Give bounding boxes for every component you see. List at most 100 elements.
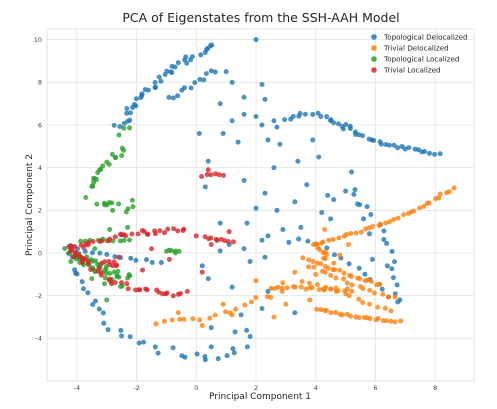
point-topological-delocalized [351, 191, 357, 197]
y-tick-label: 8 [38, 79, 42, 87]
point-topological-delocalized [194, 351, 200, 357]
point-trivial-delocalized [153, 321, 159, 327]
legend-marker-topological-delocalized [371, 34, 377, 40]
chart-title: PCA of Eigenstates from the SSH-AAH Mode… [122, 10, 399, 25]
point-topological-delocalized [202, 184, 208, 190]
point-trivial-localized [220, 172, 226, 178]
point-trivial-delocalized [322, 227, 328, 233]
legend-marker-trivial-delocalized [371, 45, 377, 51]
x-tick-label: -2 [133, 384, 139, 392]
point-topological-delocalized [241, 246, 247, 252]
point-topological-delocalized [217, 101, 223, 107]
point-trivial-delocalized [371, 290, 377, 296]
point-topological-delocalized [217, 220, 223, 226]
point-topological-delocalized [265, 137, 271, 143]
legend-label-trivial-delocalized: Trivial Delocalized [383, 44, 449, 53]
point-topological-delocalized [389, 266, 395, 272]
point-topological-delocalized [85, 290, 91, 296]
plot-area: -4 -2 0 2 4 6 8 -4 -2 0 2 4 6 8 10 [34, 28, 475, 392]
point-trivial-delocalized [330, 236, 336, 242]
point-topological-delocalized [262, 96, 268, 102]
point-topological-delocalized [203, 71, 209, 77]
point-topological-delocalized [175, 93, 181, 99]
point-trivial-delocalized [337, 252, 343, 258]
point-topological-delocalized [127, 110, 133, 116]
point-trivial-delocalized [346, 241, 352, 247]
point-topological-delocalized [112, 254, 118, 260]
point-topological-delocalized [217, 248, 223, 254]
point-trivial-localized [208, 241, 214, 247]
point-trivial-localized [216, 172, 222, 178]
point-trivial-localized [214, 238, 220, 244]
point-topological-delocalized [111, 122, 117, 128]
point-topological-delocalized [253, 205, 259, 211]
point-topological-delocalized [128, 255, 134, 261]
point-trivial-delocalized [326, 237, 332, 243]
point-trivial-delocalized [253, 278, 259, 284]
point-topological-delocalized [136, 340, 142, 346]
point-topological-localized [176, 248, 182, 254]
point-topological-delocalized [244, 344, 250, 350]
point-trivial-delocalized [328, 286, 334, 292]
point-topological-delocalized [74, 271, 80, 277]
point-trivial-localized [116, 254, 122, 260]
point-trivial-delocalized [190, 316, 196, 322]
point-topological-delocalized [247, 333, 253, 339]
point-trivial-delocalized [341, 270, 347, 276]
point-topological-delocalized [131, 102, 137, 108]
point-topological-delocalized [184, 60, 190, 66]
point-trivial-localized [180, 228, 186, 234]
point-trivial-delocalized [292, 284, 298, 290]
y-tick-label: -2 [36, 292, 42, 300]
point-topological-delocalized [286, 239, 292, 245]
point-trivial-delocalized [248, 299, 254, 305]
point-topological-localized [116, 201, 122, 207]
point-topological-delocalized [325, 192, 331, 198]
point-topological-delocalized [152, 84, 158, 90]
point-topological-delocalized [155, 350, 161, 356]
legend-label-topological-localized: Topological Localized [383, 55, 460, 64]
point-topological-delocalized [119, 333, 125, 339]
point-trivial-delocalized [388, 308, 394, 314]
point-topological-delocalized [395, 145, 401, 151]
point-topological-delocalized [356, 265, 362, 271]
point-topological-delocalized [316, 154, 322, 160]
point-topological-localized [125, 206, 131, 212]
point-topological-delocalized [101, 320, 107, 326]
point-trivial-localized [71, 254, 77, 260]
point-topological-delocalized [355, 201, 361, 207]
point-trivial-delocalized [360, 300, 366, 306]
point-topological-delocalized [230, 346, 236, 352]
point-topological-localized [78, 238, 84, 244]
point-topological-delocalized [105, 327, 111, 333]
point-topological-delocalized [352, 187, 358, 193]
point-trivial-delocalized [366, 225, 372, 231]
point-topological-delocalized [231, 350, 237, 356]
point-trivial-localized [113, 263, 119, 269]
point-trivial-delocalized [320, 239, 326, 245]
point-topological-delocalized [96, 306, 102, 312]
y-tick-label: 0 [38, 249, 42, 257]
point-trivial-localized [85, 261, 91, 267]
point-topological-delocalized [292, 199, 298, 205]
point-topological-delocalized [235, 139, 241, 145]
point-topological-localized [130, 204, 136, 210]
point-trivial-delocalized [314, 282, 320, 288]
point-topological-delocalized [224, 353, 230, 359]
point-trivial-localized [165, 226, 171, 232]
point-topological-localized [121, 237, 127, 243]
point-topological-delocalized [432, 151, 438, 157]
point-trivial-delocalized [307, 297, 313, 303]
point-trivial-localized [208, 172, 214, 178]
point-topological-delocalized [368, 212, 374, 218]
point-topological-delocalized [390, 275, 396, 281]
point-trivial-delocalized [316, 286, 322, 292]
point-trivial-delocalized [309, 285, 315, 291]
scatter-points [62, 37, 457, 363]
point-topological-delocalized [346, 261, 352, 267]
point-topological-delocalized [295, 158, 301, 164]
point-trivial-delocalized [324, 252, 330, 258]
point-topological-delocalized [89, 250, 95, 256]
point-trivial-localized [140, 267, 146, 273]
point-trivial-localized [166, 256, 172, 262]
